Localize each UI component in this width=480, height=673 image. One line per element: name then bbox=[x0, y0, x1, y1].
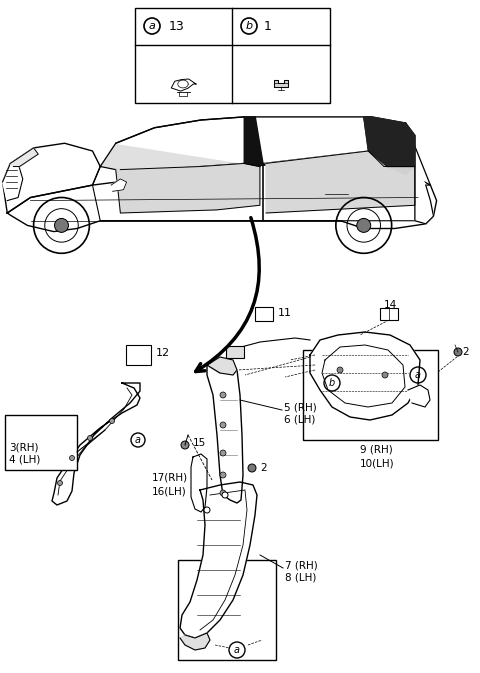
Polygon shape bbox=[2, 143, 100, 213]
Text: 4 (LH): 4 (LH) bbox=[9, 455, 40, 465]
Circle shape bbox=[220, 450, 226, 456]
Polygon shape bbox=[364, 117, 415, 166]
Polygon shape bbox=[180, 633, 210, 650]
Text: 2: 2 bbox=[462, 347, 468, 357]
Text: 8 (LH): 8 (LH) bbox=[285, 573, 316, 583]
Polygon shape bbox=[387, 166, 415, 174]
Text: 12: 12 bbox=[156, 348, 170, 358]
Text: b: b bbox=[245, 21, 252, 31]
Circle shape bbox=[222, 492, 228, 498]
Text: a: a bbox=[415, 370, 421, 380]
Circle shape bbox=[337, 367, 343, 373]
Bar bbox=[226, 346, 244, 358]
Text: b: b bbox=[329, 378, 335, 388]
Polygon shape bbox=[93, 164, 263, 221]
Polygon shape bbox=[310, 332, 420, 420]
Circle shape bbox=[220, 392, 226, 398]
Circle shape bbox=[220, 490, 226, 496]
Text: a: a bbox=[135, 435, 141, 445]
Bar bbox=[135, 8, 330, 103]
Circle shape bbox=[70, 456, 74, 460]
Polygon shape bbox=[116, 164, 260, 213]
Text: 7 (RH): 7 (RH) bbox=[285, 560, 318, 570]
Polygon shape bbox=[52, 383, 140, 505]
Polygon shape bbox=[263, 117, 415, 221]
Text: a: a bbox=[149, 21, 156, 31]
Circle shape bbox=[220, 422, 226, 428]
Text: 13: 13 bbox=[169, 20, 185, 32]
Circle shape bbox=[357, 219, 371, 232]
Circle shape bbox=[382, 372, 388, 378]
Circle shape bbox=[204, 507, 210, 513]
Text: 9 (RH): 9 (RH) bbox=[360, 445, 393, 455]
Text: 2: 2 bbox=[260, 463, 266, 473]
Polygon shape bbox=[7, 164, 437, 232]
Circle shape bbox=[248, 464, 256, 472]
Circle shape bbox=[454, 348, 462, 356]
Text: 16(LH): 16(LH) bbox=[152, 486, 187, 496]
Polygon shape bbox=[180, 482, 257, 638]
Bar bbox=[5, 415, 77, 470]
Text: 1: 1 bbox=[264, 20, 272, 32]
Text: 10(LH): 10(LH) bbox=[360, 458, 395, 468]
Polygon shape bbox=[415, 166, 433, 224]
Circle shape bbox=[109, 419, 115, 423]
Polygon shape bbox=[207, 357, 237, 375]
Circle shape bbox=[87, 435, 93, 441]
Bar bbox=[380, 308, 398, 320]
Bar bbox=[303, 350, 438, 440]
Polygon shape bbox=[100, 117, 244, 170]
Polygon shape bbox=[207, 365, 243, 503]
Polygon shape bbox=[2, 164, 23, 201]
Bar bbox=[178, 560, 276, 660]
Polygon shape bbox=[111, 179, 127, 191]
Polygon shape bbox=[244, 117, 263, 166]
Circle shape bbox=[58, 481, 62, 485]
Text: a: a bbox=[234, 645, 240, 655]
Text: 11: 11 bbox=[278, 308, 292, 318]
Text: 15: 15 bbox=[193, 438, 206, 448]
Polygon shape bbox=[11, 148, 38, 166]
Polygon shape bbox=[274, 80, 288, 87]
Polygon shape bbox=[191, 454, 207, 512]
Text: 6 (LH): 6 (LH) bbox=[284, 415, 315, 425]
Polygon shape bbox=[408, 385, 430, 407]
Circle shape bbox=[220, 472, 226, 478]
Text: 5 (RH): 5 (RH) bbox=[284, 402, 317, 412]
Bar bbox=[126, 345, 151, 365]
Circle shape bbox=[55, 219, 69, 232]
Polygon shape bbox=[116, 117, 415, 174]
Text: 14: 14 bbox=[384, 300, 396, 310]
Polygon shape bbox=[406, 123, 431, 185]
Text: 17(RH): 17(RH) bbox=[152, 473, 188, 483]
Bar bbox=[255, 307, 273, 321]
Polygon shape bbox=[266, 151, 415, 213]
Circle shape bbox=[181, 441, 189, 449]
Text: 3(RH): 3(RH) bbox=[9, 442, 38, 452]
